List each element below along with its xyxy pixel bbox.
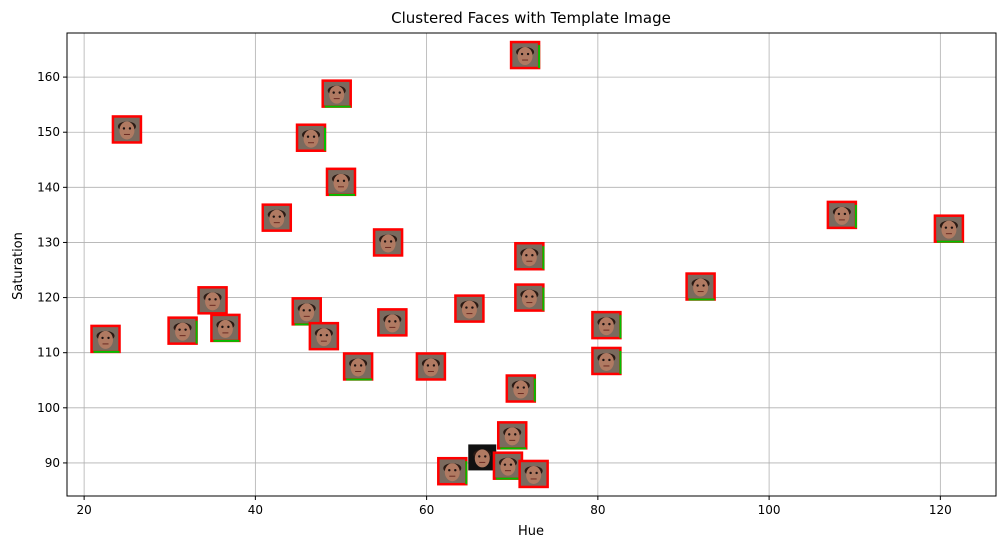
y-tick-label: 150 — [37, 125, 60, 139]
face-point — [505, 374, 537, 403]
face-point — [325, 167, 357, 197]
face-point — [514, 283, 545, 312]
y-axis-ticks: 90 100 110 120 130 140 150 160 — [37, 70, 67, 470]
plot-frame — [66, 32, 997, 497]
x-axis-label: Hue — [518, 524, 544, 539]
face-point — [321, 79, 352, 108]
face-point — [518, 459, 549, 489]
y-tick-label: 140 — [37, 180, 60, 194]
face-point — [509, 40, 541, 70]
template-image-point — [468, 444, 497, 471]
x-tick-label: 20 — [76, 503, 91, 517]
grid-lines — [67, 33, 996, 496]
face-point — [496, 421, 528, 450]
face-point — [111, 115, 143, 144]
x-tick-label: 120 — [929, 503, 952, 517]
face-point — [492, 451, 524, 480]
face-point — [933, 214, 965, 243]
face-point — [826, 200, 858, 230]
y-axis-label: Saturation — [11, 232, 26, 300]
y-tick-label: 160 — [37, 70, 60, 84]
x-tick-label: 80 — [590, 503, 605, 517]
data-points — [90, 40, 965, 489]
face-point — [308, 321, 340, 351]
face-point — [261, 203, 293, 232]
y-tick-label: 90 — [45, 456, 60, 470]
face-point — [291, 297, 322, 326]
x-axis-ticks: 20 40 60 80 100 120 — [76, 496, 952, 517]
face-point — [372, 228, 404, 257]
face-point — [342, 352, 374, 381]
face-point — [685, 272, 716, 301]
face-point — [295, 123, 327, 152]
face-point — [591, 310, 622, 340]
chart-title: Clustered Faces with Template Image — [391, 9, 671, 27]
face-point — [167, 316, 198, 345]
face-point — [514, 241, 545, 271]
face-point — [437, 456, 468, 486]
face-point — [197, 286, 228, 315]
face-point — [210, 313, 241, 343]
face-point — [415, 352, 447, 381]
x-tick-label: 60 — [419, 503, 434, 517]
x-tick-label: 100 — [758, 503, 781, 517]
face-point — [90, 324, 121, 354]
y-tick-label: 120 — [37, 291, 60, 305]
y-tick-label: 100 — [37, 401, 60, 415]
x-tick-label: 40 — [248, 503, 263, 517]
face-point — [377, 308, 408, 337]
face-point — [591, 346, 622, 376]
face-point — [454, 294, 485, 323]
y-tick-label: 130 — [37, 235, 60, 249]
y-tick-label: 110 — [37, 346, 60, 360]
